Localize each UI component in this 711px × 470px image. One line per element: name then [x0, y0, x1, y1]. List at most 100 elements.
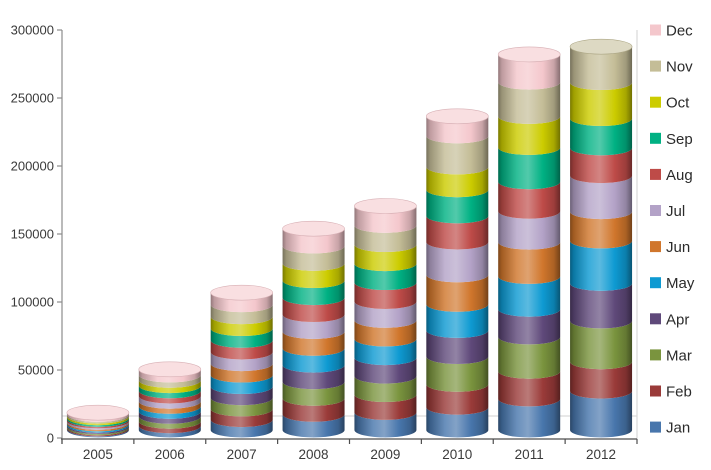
- segment-may: [570, 240, 633, 291]
- legend-item-nov: Nov: [650, 59, 693, 76]
- cylinder-top-face: [426, 108, 489, 125]
- legend-item-jan: Jan: [650, 420, 690, 437]
- legend-item-sep: Sep: [650, 131, 693, 148]
- segment-jun: [210, 363, 273, 383]
- x-axis-label: 2011: [515, 447, 544, 462]
- legend-label: Feb: [666, 384, 692, 401]
- segment-jun: [282, 331, 345, 356]
- segment-may: [354, 338, 417, 366]
- segment-aug: [498, 181, 561, 219]
- segment-may: [210, 375, 273, 395]
- cylinder-top-face: [210, 284, 273, 301]
- segment-feb: [354, 394, 417, 420]
- segment-mar: [570, 320, 633, 370]
- segment-mar: [138, 416, 201, 429]
- segment-apr: [138, 411, 201, 424]
- segment-feb: [138, 421, 201, 434]
- segment-apr: [66, 425, 129, 435]
- cylinder-top-face: [282, 220, 345, 237]
- legend-item-jul: Jul: [650, 203, 685, 220]
- segment-may: [282, 348, 345, 373]
- legend-item-jun: Jun: [650, 239, 690, 256]
- legend-item-oct: Oct: [650, 95, 690, 112]
- segment-jul: [138, 395, 201, 409]
- legend-swatch-oct: [650, 96, 661, 108]
- segment-mar: [66, 426, 129, 436]
- segment-sep: [66, 417, 129, 427]
- segment-sep: [354, 263, 417, 291]
- legend-item-mar: Mar: [650, 347, 692, 364]
- segment-mar: [426, 356, 489, 392]
- x-axis-label: 2007: [227, 447, 257, 462]
- cylinder-top-face: [569, 38, 633, 55]
- segment-dec: [66, 412, 129, 422]
- segment-aug: [570, 147, 633, 184]
- segment-dec: [210, 292, 273, 313]
- x-axis-label: 2005: [83, 447, 113, 462]
- bar-2008: [282, 220, 345, 438]
- segment-aug: [354, 282, 417, 309]
- legend-label: Mar: [666, 347, 692, 364]
- legend-label: Jun: [666, 239, 690, 256]
- legend-label: Sep: [666, 131, 693, 148]
- segment-oct: [282, 263, 345, 289]
- segment-apr: [354, 357, 417, 384]
- bar-2010: [426, 108, 489, 438]
- segment-nov: [426, 135, 489, 175]
- y-axis-label: 0: [47, 431, 54, 446]
- legend-label: May: [666, 275, 695, 292]
- legend-item-aug: Aug: [650, 167, 693, 184]
- x-axis-label: 2010: [442, 447, 472, 462]
- segment-may: [138, 406, 201, 419]
- segment-nov: [138, 374, 201, 388]
- segment-jan: [498, 398, 561, 438]
- segment-jan: [282, 414, 345, 438]
- y-axis-label: 250000: [11, 91, 54, 106]
- segment-jul: [66, 420, 129, 430]
- segment-nov: [282, 246, 345, 271]
- segment-dec: [498, 54, 561, 90]
- bar-2007: [210, 284, 273, 438]
- bar-2009: [354, 198, 417, 438]
- segment-jun: [426, 274, 489, 312]
- segment-oct: [426, 166, 489, 198]
- segment-oct: [138, 380, 201, 394]
- segment-feb: [210, 408, 273, 428]
- legend-swatch-jun: [650, 241, 661, 253]
- segment-jun: [498, 242, 561, 284]
- segment-sep: [282, 280, 345, 306]
- bar-2012: [569, 38, 633, 438]
- cylinder-top-face: [497, 46, 561, 63]
- segment-jan: [426, 407, 489, 438]
- y-axis-label: 50000: [18, 363, 54, 378]
- x-axis-label: 2008: [299, 447, 329, 462]
- legend-swatch-mar: [650, 349, 661, 361]
- segment-feb: [570, 361, 633, 399]
- segment-jun: [138, 401, 201, 414]
- segment-aug: [426, 215, 489, 250]
- segment-sep: [498, 147, 561, 190]
- segment-feb: [498, 371, 561, 407]
- legend-swatch-apr: [650, 313, 661, 325]
- segment-mar: [354, 376, 417, 403]
- legend-label: Jan: [666, 420, 690, 437]
- legend-swatch-feb: [650, 385, 661, 397]
- segment-oct: [570, 82, 633, 127]
- segment-dec: [138, 369, 201, 383]
- cylinder-top-face: [66, 404, 130, 421]
- segment-sep: [210, 328, 273, 348]
- segment-nov: [570, 46, 633, 91]
- legend-swatch-jan: [650, 421, 661, 433]
- segment-jan: [138, 425, 201, 438]
- y-axis-label: 300000: [11, 23, 54, 38]
- segment-nov: [66, 414, 129, 424]
- bars-group: [66, 38, 633, 438]
- segment-feb: [426, 384, 489, 415]
- segment-jul: [282, 314, 345, 339]
- segment-sep: [570, 118, 633, 156]
- legend-label: Oct: [666, 95, 690, 112]
- segment-sep: [138, 385, 201, 399]
- segment-oct: [498, 116, 561, 155]
- legend: Dec Nov Oct Sep Aug Jul Jun May Apr Mar Feb Jan: [650, 23, 695, 437]
